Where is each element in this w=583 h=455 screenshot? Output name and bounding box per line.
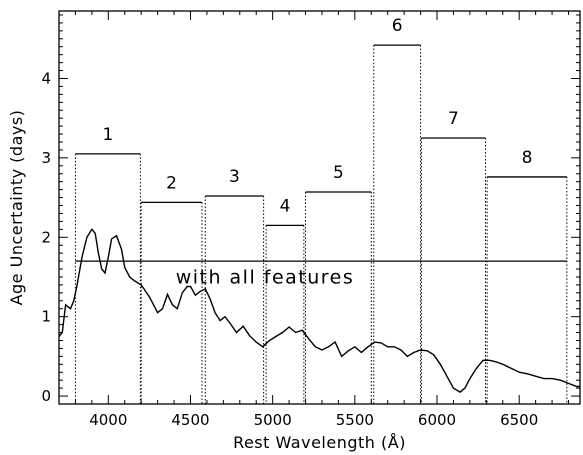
y-tick-label-2: 2: [41, 228, 51, 246]
y-axis-title: Age Uncertainty (days): [7, 110, 26, 306]
x-tick-label-6500: 6500: [500, 411, 538, 429]
band-6-label: 6: [392, 16, 403, 36]
band-4-label: 4: [280, 196, 291, 216]
band-3-label: 3: [229, 167, 240, 187]
y-tick-label-1: 1: [41, 308, 51, 326]
with-all-features-annotation: with all features: [176, 266, 355, 288]
feature-bands: 1 2 3 4 5 6 7 8: [74, 16, 568, 404]
y-tick-label-3: 3: [41, 149, 51, 167]
y-tick-label-0: 0: [41, 387, 51, 405]
x-tick-label-5500: 5500: [336, 411, 374, 429]
x-axis-title: Rest Wavelength (Å): [233, 433, 406, 452]
y-tick-label-4: 4: [41, 69, 51, 87]
axes: 4000 4500 5000 5500 6000 6500 0 1 2 3 4: [41, 10, 581, 429]
band-7-label: 7: [448, 109, 459, 129]
band-1-label: 1: [102, 125, 113, 145]
x-tick-label-4500: 4500: [171, 411, 209, 429]
spectrum-line: [58, 228, 580, 393]
band-5-label: 5: [333, 163, 344, 183]
x-tick-label-6000: 6000: [418, 411, 456, 429]
plot-frame: [58, 10, 581, 405]
band-8-label: 8: [522, 148, 533, 168]
x-tick-label-4000: 4000: [89, 411, 127, 429]
band-2-label: 2: [166, 173, 177, 193]
x-tick-label-5000: 5000: [254, 411, 292, 429]
